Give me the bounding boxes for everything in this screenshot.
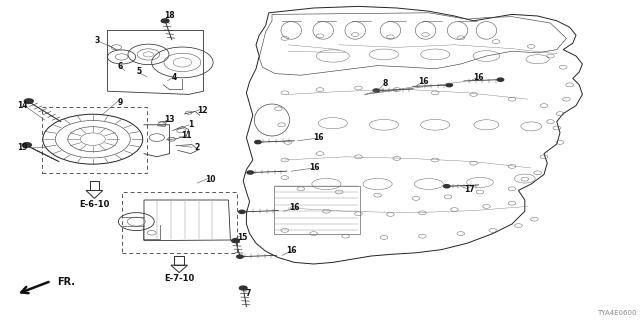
Text: E-6-10: E-6-10 <box>79 200 109 209</box>
Text: 9: 9 <box>118 98 123 107</box>
Text: 13: 13 <box>164 115 175 124</box>
Text: TYA4E0600: TYA4E0600 <box>597 310 637 316</box>
Text: 16: 16 <box>289 204 300 212</box>
Circle shape <box>497 78 504 81</box>
Circle shape <box>22 143 31 147</box>
Circle shape <box>446 84 452 87</box>
Text: FR.: FR. <box>58 277 76 287</box>
Circle shape <box>239 210 245 213</box>
Bar <box>42 107 147 173</box>
Text: 16: 16 <box>287 246 297 255</box>
Circle shape <box>24 99 33 103</box>
Circle shape <box>232 239 239 243</box>
Circle shape <box>239 286 247 290</box>
Text: 18: 18 <box>164 12 175 20</box>
Circle shape <box>373 89 380 92</box>
Circle shape <box>237 255 243 258</box>
Text: 16: 16 <box>310 163 320 172</box>
Text: 19: 19 <box>17 143 28 152</box>
Text: 16: 16 <box>314 133 324 142</box>
Text: E-7-10: E-7-10 <box>164 274 195 283</box>
Text: 3: 3 <box>95 36 100 45</box>
Text: 17: 17 <box>464 185 474 194</box>
Circle shape <box>247 171 253 174</box>
Text: 16: 16 <box>474 73 484 82</box>
Text: 15: 15 <box>237 233 247 242</box>
Text: 1: 1 <box>188 120 193 129</box>
Circle shape <box>444 185 450 188</box>
Text: 14: 14 <box>17 101 28 110</box>
Text: 7: 7 <box>246 289 251 298</box>
Text: 6: 6 <box>118 62 123 71</box>
Circle shape <box>161 19 169 23</box>
Bar <box>274 186 360 234</box>
Circle shape <box>255 140 261 144</box>
Text: 5: 5 <box>137 68 142 76</box>
Bar <box>122 192 237 253</box>
Text: 4: 4 <box>172 73 177 82</box>
Text: 8: 8 <box>383 79 388 88</box>
Text: 16: 16 <box>419 77 429 86</box>
Text: 12: 12 <box>197 106 207 115</box>
Text: 11: 11 <box>182 132 192 140</box>
Text: 10: 10 <box>205 175 215 184</box>
Text: 2: 2 <box>195 143 200 152</box>
